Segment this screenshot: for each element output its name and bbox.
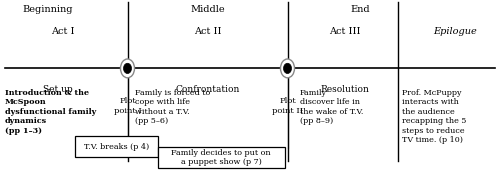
Text: End: End — [350, 5, 370, 14]
Ellipse shape — [280, 59, 294, 78]
Text: Prof. McPuppy
interacts with
the audience
recapping the 5
steps to reduce
TV tim: Prof. McPuppy interacts with the audienc… — [402, 89, 467, 144]
Text: Epilogue: Epilogue — [433, 27, 477, 36]
Text: Family is forced to
cope with life
without a T.V.
(pp 5–6): Family is forced to cope with life witho… — [135, 89, 210, 125]
Text: Introduction & the
McSpoon
dysfunctional family
dynamics
(pp 1–3): Introduction & the McSpoon dysfunctional… — [5, 89, 96, 135]
Ellipse shape — [124, 63, 132, 74]
Text: Middle: Middle — [190, 5, 225, 14]
Text: Confrontation: Confrontation — [176, 86, 240, 95]
Text: Plot
point I: Plot point I — [114, 97, 141, 115]
Text: Family decides to put on
a puppet show (p 7): Family decides to put on a puppet show (… — [172, 149, 271, 166]
Text: T.V. breaks (p 4): T.V. breaks (p 4) — [84, 143, 149, 151]
Text: Family
discover life in
the wake of T.V.
(pp 8–9): Family discover life in the wake of T.V.… — [300, 89, 364, 125]
Ellipse shape — [120, 59, 134, 78]
Text: Act I: Act I — [51, 27, 74, 36]
Text: Plot
point II: Plot point II — [272, 97, 303, 115]
Text: Set up: Set up — [42, 86, 72, 95]
Text: Beginning: Beginning — [22, 5, 73, 14]
Ellipse shape — [284, 63, 292, 74]
Text: Act II: Act II — [194, 27, 221, 36]
FancyBboxPatch shape — [158, 147, 285, 168]
Text: Resolution: Resolution — [320, 86, 370, 95]
Text: Act III: Act III — [329, 27, 361, 36]
FancyBboxPatch shape — [75, 136, 158, 157]
